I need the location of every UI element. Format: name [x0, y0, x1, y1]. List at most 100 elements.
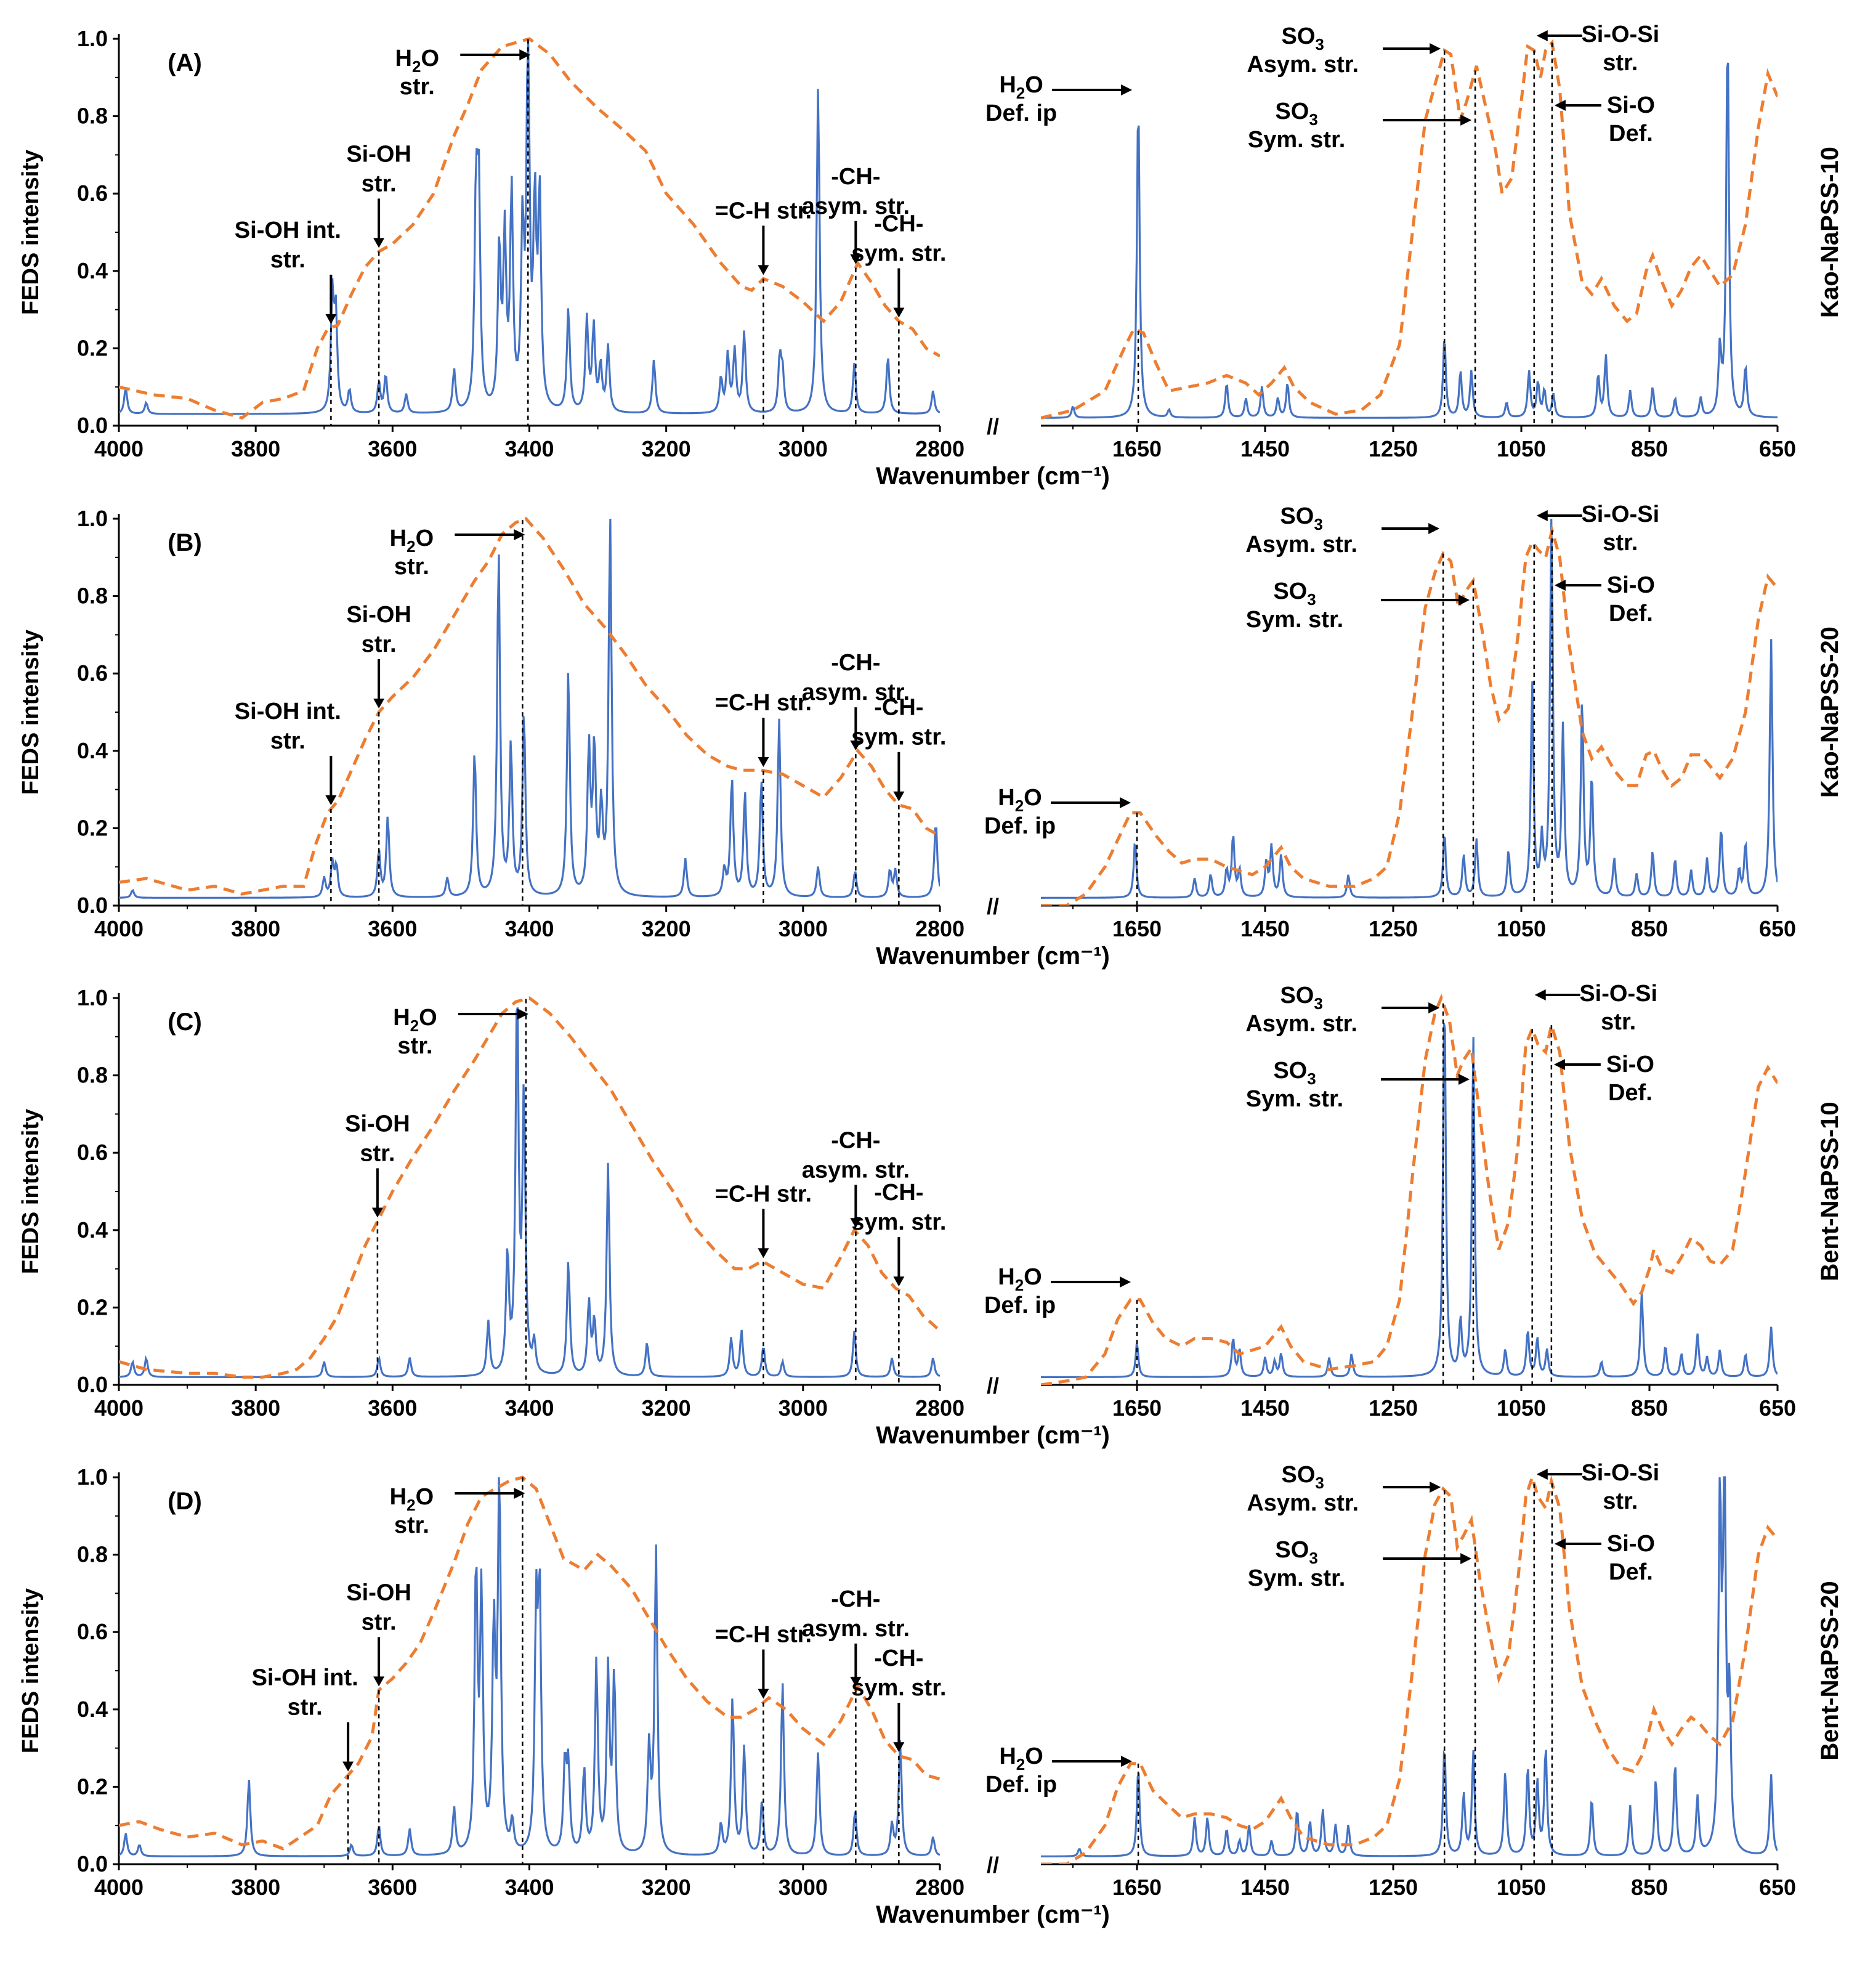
right-x-tick-label: 1050 — [1497, 916, 1546, 941]
left-x-tick-label: 2800 — [915, 1395, 965, 1421]
left-x-tick-label: 3000 — [779, 1395, 828, 1421]
experimental-spectrum-right — [1041, 994, 1778, 1385]
label-so3sym: Sym. str. — [1246, 607, 1343, 633]
arrow-siodef-head — [1554, 1538, 1566, 1549]
y-tick-label: 0.0 — [77, 413, 108, 438]
label-so3asym: Asym. str. — [1245, 532, 1357, 558]
label-h2o: str. — [397, 1033, 432, 1059]
computed-spectrum-right — [1041, 518, 1778, 899]
left-x-tick-label: 3200 — [642, 1395, 691, 1421]
left-x-tick-label: 3000 — [779, 436, 828, 461]
right-x-tick-label: 650 — [1759, 436, 1796, 461]
label-ch_sym: sym. str. — [851, 724, 946, 750]
x-axis-label: Wavenumber (cm⁻¹) — [876, 1422, 1110, 1449]
label-siohint: str. — [270, 247, 305, 273]
left-x-tick-label: 3800 — [231, 1875, 280, 1900]
arrow-siodef-head — [1554, 100, 1566, 111]
left-x-tick-label: 2800 — [915, 436, 965, 461]
label-so3sym: SO3 — [1275, 1537, 1317, 1567]
y-tick-label: 0.2 — [77, 815, 108, 840]
sample-label: Bent-NaPSS-20 — [1816, 1581, 1843, 1760]
label-sioh: str. — [362, 171, 397, 197]
label-ch_eq: =C-H str. — [715, 1621, 812, 1647]
arrow-siosi-head — [1536, 1469, 1548, 1480]
label-ch_eq: =C-H str. — [715, 1181, 812, 1207]
panel-label: (D) — [168, 1488, 202, 1515]
label-siohint: Si-OH int. — [235, 217, 341, 243]
arrow-ch_eq-head — [758, 757, 769, 767]
label-so3sym: SO3 — [1273, 1058, 1316, 1088]
arrow-ch_eq-head — [758, 1248, 769, 1259]
right-x-tick-label: 1650 — [1112, 1875, 1162, 1900]
y-tick-label: 0.2 — [77, 335, 108, 360]
arrow-ch_asym-head — [850, 740, 862, 751]
label-ch_sym: -CH- — [874, 695, 923, 721]
label-so3asym: SO3 — [1280, 983, 1322, 1013]
label-so3asym: SO3 — [1280, 503, 1322, 534]
right-x-tick-label: 1650 — [1112, 1395, 1162, 1421]
right-x-tick-label: 1050 — [1497, 436, 1546, 461]
arrow-h2o-head — [519, 49, 531, 60]
computed-spectrum-right — [1041, 1476, 1778, 1857]
panel-label: (A) — [168, 49, 202, 76]
y-tick-label: 0.6 — [77, 660, 108, 686]
right-x-tick-label: 1250 — [1369, 1395, 1418, 1421]
y-tick-label: 0.4 — [77, 1697, 108, 1722]
arrow-so3sym-head — [1458, 594, 1470, 606]
y-tick-label: 1.0 — [77, 1464, 108, 1490]
panel-label: (B) — [168, 529, 202, 556]
label-siodef: Def. — [1609, 601, 1653, 627]
label-so3sym: Sym. str. — [1246, 1086, 1343, 1112]
label-ch_sym: -CH- — [874, 211, 923, 237]
label-sioh: str. — [362, 1609, 397, 1635]
left-x-tick-label: 3600 — [368, 916, 417, 941]
sample-label: Kao-NaPSS-10 — [1816, 147, 1843, 318]
right-x-tick-label: 1250 — [1369, 436, 1418, 461]
label-sioh: Si-OH — [346, 1580, 411, 1605]
y-tick-label: 1.0 — [77, 985, 108, 1010]
label-ch_asym: -CH- — [831, 1127, 880, 1153]
right-x-tick-label: 1050 — [1497, 1395, 1546, 1421]
arrow-ch_eq-head — [758, 265, 769, 275]
label-ch_asym: -CH- — [831, 164, 880, 190]
computed-spectrum-left — [119, 1477, 940, 1857]
label-ch_sym: -CH- — [874, 1180, 923, 1206]
label-so3sym: SO3 — [1275, 99, 1317, 129]
label-siosi: Si-O-Si — [1579, 981, 1657, 1007]
y-tick-label: 0.4 — [77, 258, 108, 283]
arrow-ch_asym-head — [850, 1676, 862, 1687]
right-x-tick-label: 1450 — [1240, 916, 1290, 941]
panel-a: 0.0 0.2 0.4 0.6 0.8 1.0 FEDS intensity 4000 3800… — [18, 22, 1843, 490]
label-siodef: Si-O — [1606, 1052, 1654, 1077]
y-tick-label: 0.8 — [77, 1063, 108, 1088]
left-x-tick-label: 3400 — [504, 916, 554, 941]
left-x-tick-label: 3800 — [231, 916, 280, 941]
x-axis-label: Wavenumber (cm⁻¹) — [876, 463, 1110, 490]
label-ch_eq: =C-H str. — [715, 690, 812, 716]
arrow-h2o-head — [514, 529, 525, 540]
arrow-siosi-head — [1536, 30, 1548, 41]
y-axis-label: FEDS intensity — [18, 1109, 44, 1274]
label-h2o: str. — [394, 554, 429, 580]
label-siodef: Def. — [1609, 1559, 1653, 1585]
label-so3sym: SO3 — [1273, 578, 1316, 609]
right-x-tick-label: 650 — [1759, 1395, 1796, 1421]
label-h2odef: Def. ip — [985, 100, 1057, 126]
right-x-tick-label: 850 — [1631, 916, 1668, 941]
arrow-so3sym-head — [1460, 115, 1472, 126]
left-x-tick-label: 3200 — [642, 1875, 691, 1900]
experimental-spectrum-right — [1041, 1472, 1778, 1864]
y-tick-label: 0.8 — [77, 583, 108, 609]
y-tick-label: 0.4 — [77, 738, 108, 763]
arrow-h2odef-head — [1120, 1276, 1131, 1288]
panel-d: 0.0 0.2 0.4 0.6 0.8 1.0 FEDS intensity 4000 3800… — [18, 1460, 1843, 1928]
arrow-h2odef-head — [1121, 84, 1133, 95]
label-siohint: str. — [270, 728, 305, 754]
axis-break-marker: // — [987, 894, 999, 919]
y-tick-label: 0.6 — [77, 181, 108, 206]
experimental-spectrum-right — [1041, 524, 1778, 906]
label-siosi: Si-O-Si — [1581, 1460, 1659, 1486]
arrow-so3asym-head — [1430, 43, 1441, 54]
arrow-ch_sym-head — [893, 1276, 905, 1287]
